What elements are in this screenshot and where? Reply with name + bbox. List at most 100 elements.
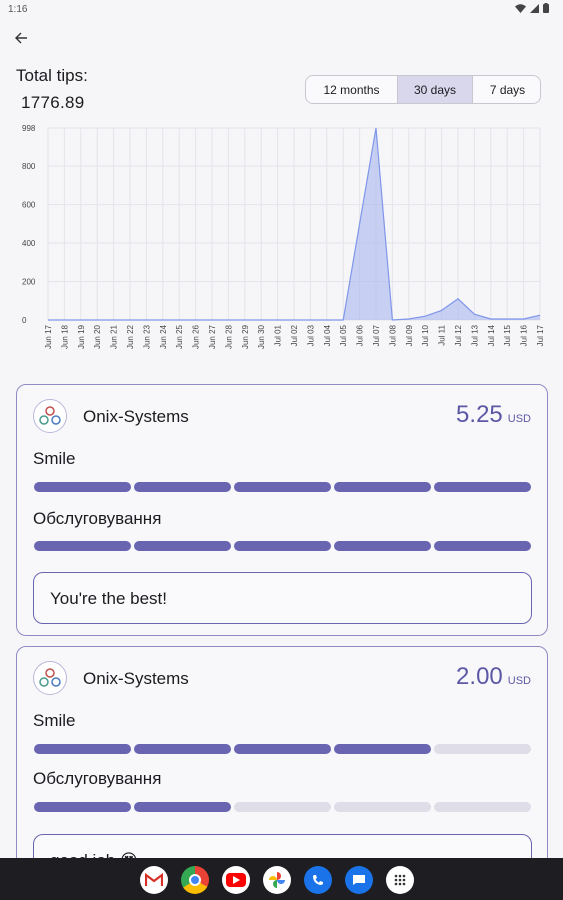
chart-x-tick-label: Jul 06 [356, 324, 365, 346]
rating-segment [234, 541, 331, 551]
chart-x-tick-label: Jun 17 [44, 324, 53, 349]
chart-x-tick-label: Jul 13 [470, 324, 479, 346]
chart-x-tick-label: Jun 28 [224, 324, 233, 349]
tip-card[interactable]: Onix-Systems 5.25 USD Smile Обслуговуван… [16, 384, 548, 636]
chart-y-tick-label: 0 [22, 316, 27, 325]
photos-icon[interactable] [263, 866, 291, 894]
chart-x-tick-label: Jul 10 [421, 324, 430, 346]
chart-line-series [48, 127, 541, 321]
rating-segment [34, 541, 131, 551]
taskbar [0, 858, 563, 900]
back-button[interactable] [10, 27, 32, 49]
company-name: Onix-Systems [83, 669, 189, 688]
rating-segment [334, 482, 431, 492]
chart-x-tick-label: Jun 30 [257, 324, 266, 349]
rating-segment [234, 482, 331, 492]
apps-icon[interactable] [386, 866, 414, 894]
chart-x-tick-label: Jul 04 [323, 324, 332, 346]
tip-amount: 5.25 USD [456, 401, 531, 429]
chart-x-tick-label: Jun 23 [142, 324, 151, 349]
period-12-months[interactable]: 12 months [306, 76, 398, 103]
rating-bar-service [34, 541, 531, 551]
chart-y-axis: 0 200 400 600 800 998 [22, 124, 36, 325]
rating-segment [434, 482, 531, 492]
period-30-days[interactable]: 30 days [398, 76, 473, 103]
rating-bar-smile [34, 744, 531, 754]
tip-card[interactable]: Onix-Systems 2.00 USD Smile Обслуговуван… [16, 646, 548, 886]
status-icons [515, 3, 549, 13]
chart-x-tick-label: Jun 29 [241, 324, 250, 349]
rating-segment [34, 802, 131, 812]
chart-x-tick-label: Jun 25 [175, 324, 184, 349]
rating-segment [134, 744, 231, 754]
tip-amount: 2.00 USD [456, 663, 531, 691]
tip-amount-currency: USD [507, 675, 531, 687]
chart-y-tick-label: 400 [22, 239, 36, 248]
chart-x-tick-label: Jul 09 [405, 324, 414, 346]
tip-amount-currency: USD [507, 413, 531, 425]
chart-x-tick-label: Jul 15 [503, 324, 512, 346]
rating-bar-service [34, 802, 531, 812]
chart-y-tick-label: 200 [22, 278, 36, 287]
chart-x-tick-label: Jul 08 [388, 324, 397, 346]
messages-icon[interactable] [345, 866, 373, 894]
rating-segment [434, 744, 531, 754]
rating-segment [134, 802, 231, 812]
chart-y-tick-label: 998 [22, 124, 36, 133]
status-time: 1:16 [8, 4, 28, 15]
signal-icon [530, 3, 539, 13]
total-tips-label: Total tips: [16, 66, 88, 85]
chart-x-tick-label: Jul 12 [454, 324, 463, 346]
rating-segment [334, 744, 431, 754]
company-name: Onix-Systems [83, 407, 189, 426]
wifi-icon [515, 3, 526, 13]
chart-y-tick-label: 800 [22, 162, 36, 171]
gmail-icon[interactable] [140, 866, 168, 894]
rating-segment [334, 541, 431, 551]
tips-chart: 0 200 400 600 800 998 Jun 17 Jun 18 Jun 19 Jun 2… [22, 124, 545, 349]
chart-x-tick-label: Jul 16 [520, 324, 529, 346]
chart-y-tick-label: 600 [22, 201, 36, 210]
chart-x-tick-label: Jul 07 [372, 324, 381, 346]
metric-label-service: Обслуговування [33, 509, 162, 528]
chart-x-tick-label: Jul 02 [290, 324, 299, 346]
rating-segment [434, 541, 531, 551]
period-7-days[interactable]: 7 days [489, 82, 526, 97]
chart-x-tick-label: Jun 18 [60, 324, 69, 349]
chart-x-axis: Jun 17 Jun 18 Jun 19 Jun 20 Jun 21 Jun 22 Jun … [44, 324, 545, 349]
chart-x-tick-label: Jul 11 [438, 324, 447, 345]
arrow-left-icon [15, 32, 27, 44]
chart-x-tick-label: Jul 01 [274, 324, 283, 346]
chrome-icon[interactable] [181, 866, 209, 894]
chart-x-tick-label: Jul 17 [536, 324, 545, 346]
company-logo-icon [33, 661, 67, 695]
tip-card-header: Onix-Systems 5.25 USD [33, 399, 531, 433]
chart-grid-vertical [47, 128, 541, 320]
rating-segment [34, 744, 131, 754]
rating-segment [34, 482, 131, 492]
chart-x-tick-label: Jun 20 [93, 324, 102, 349]
chart-x-tick-label: Jun 24 [159, 324, 168, 349]
rating-segment [434, 802, 531, 812]
status-bar: 1:16 [0, 0, 563, 20]
rating-segment [134, 482, 231, 492]
chart-x-tick-label: Jul 03 [306, 324, 315, 346]
rating-segment [234, 802, 331, 812]
chart-x-tick-label: Jun 26 [192, 324, 201, 349]
app-dock [140, 866, 414, 894]
rating-bar-smile [34, 482, 531, 492]
period-selector: 12 months 30 days 7 days [305, 75, 541, 104]
phone-icon[interactable] [304, 866, 332, 894]
chart-x-tick-label: Jun 27 [208, 324, 217, 349]
chart-x-tick-label: Jul 14 [487, 324, 496, 346]
battery-icon [543, 3, 549, 13]
metric-label-smile: Smile [33, 449, 76, 468]
chart-x-tick-label: Jun 19 [77, 324, 86, 349]
rating-segment [134, 541, 231, 551]
tip-comment: You're the best! [33, 572, 532, 624]
tip-amount-value: 2.00 [456, 663, 503, 690]
metric-label-service: Обслуговування [33, 769, 162, 788]
metric-label-smile: Smile [33, 711, 76, 730]
youtube-icon[interactable] [222, 866, 250, 894]
rating-segment [234, 744, 331, 754]
